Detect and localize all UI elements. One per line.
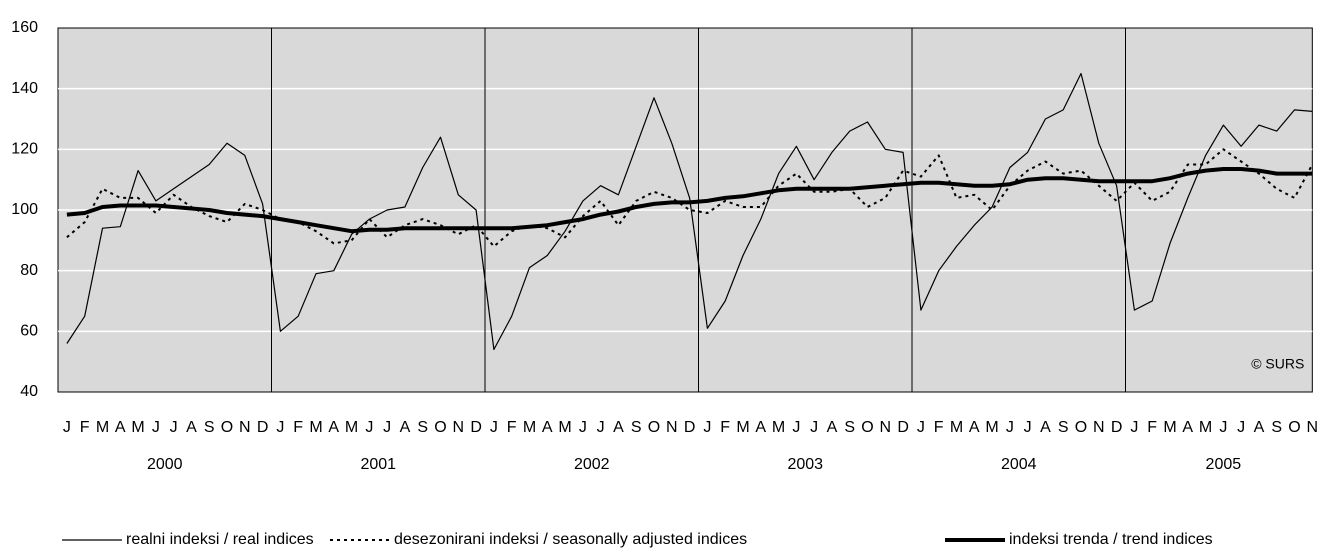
series-line [66,148,1314,248]
x-tick-label: S [1058,419,1069,436]
x-tick-label: O [1075,419,1087,436]
y-tick-label: 100 [11,201,38,218]
x-tick-label: J [1130,419,1138,436]
x-tick-label: F [934,419,944,436]
y-tick-label: 60 [20,323,38,340]
x-tick-label: J [792,419,800,436]
x-tick-label: A [1182,419,1193,436]
x-tick-label: J [579,419,587,436]
y-tick-label: 140 [11,80,38,97]
x-tick-label: A [969,419,980,436]
y-tick-label: 40 [20,383,38,400]
x-tick-label: J [1006,419,1014,436]
x-tick-label: A [827,419,838,436]
y-tick-label: 80 [20,262,38,279]
x-tick-label: M [345,419,358,436]
x-tick-label: M [96,419,109,436]
x-tick-label: J [597,419,605,436]
legend-label: indeksi trenda / trend indices [1009,531,1213,548]
x-tick-label: N [453,419,465,436]
x-tick-label: O [648,419,660,436]
y-tick-label: 160 [11,19,38,36]
year-label: 2003 [787,456,823,473]
x-tick-label: J [1219,419,1227,436]
series-line [66,72,1313,351]
x-tick-label: O [1288,419,1300,436]
x-tick-label: A [1040,419,1051,436]
x-tick-label: F [720,419,730,436]
x-tick-label: M [1163,419,1176,436]
x-tick-label: J [810,419,818,436]
year-label: 2000 [147,456,183,473]
x-tick-label: F [80,419,90,436]
x-tick-label: N [880,419,892,436]
x-tick-label: M [736,419,749,436]
x-tick-label: J [170,419,178,436]
x-tick-label: J [917,419,925,436]
annotation: © SURS [1251,356,1304,372]
x-tick-label: F [507,419,517,436]
year-label: 2002 [574,456,610,473]
x-tick-label: M [985,419,998,436]
x-tick-label: D [257,419,269,436]
x-tick-label: M [309,419,322,436]
x-tick-label: J [1237,419,1245,436]
x-tick-label: D [897,419,909,436]
x-tick-label: A [115,419,126,436]
x-tick-label: M [950,419,963,436]
x-tick-label: N [1093,419,1105,436]
x-tick-label: S [417,419,428,436]
x-tick-label: M [523,419,536,436]
x-tick-label: M [772,419,785,436]
x-tick-label: F [293,419,303,436]
x-tick-label: O [861,419,873,436]
x-tick-label: S [844,419,855,436]
x-tick-label: M [131,419,144,436]
x-tick-label: J [152,419,160,436]
year-label: 2004 [1001,456,1037,473]
legend-label: realni indeksi / real indices [126,531,314,548]
year-label: 2001 [360,456,396,473]
x-tick-label: O [434,419,446,436]
x-tick-label: A [400,419,411,436]
x-tick-label: N [239,419,251,436]
year-label: 2005 [1206,456,1242,473]
x-tick-label: F [1147,419,1157,436]
x-tick-label: J [63,419,71,436]
x-tick-label: N [666,419,678,436]
x-tick-label: A [328,419,339,436]
x-tick-label: O [221,419,233,436]
x-tick-label: J [1024,419,1032,436]
y-tick-label: 120 [11,141,38,158]
x-tick-label: J [276,419,284,436]
x-tick-label: A [186,419,197,436]
x-tick-label: A [1254,419,1265,436]
x-tick-label: J [703,419,711,436]
x-tick-label: J [490,419,498,436]
x-tick-label: S [204,419,215,436]
x-tick-label: D [470,419,482,436]
x-tick-label: S [1271,419,1282,436]
legend-label: desezonirani indeksi / seasonally adjust… [394,531,747,548]
x-tick-label: M [558,419,571,436]
x-tick-label: A [542,419,553,436]
x-tick-label: A [613,419,624,436]
x-tick-label: D [684,419,696,436]
x-tick-label: M [1199,419,1212,436]
series-line [66,167,1313,234]
x-tick-label: D [1111,419,1123,436]
x-tick-label: N [1307,419,1319,436]
x-tick-label: S [631,419,642,436]
x-tick-label: A [755,419,766,436]
x-tick-label: J [383,419,391,436]
x-tick-label: J [365,419,373,436]
